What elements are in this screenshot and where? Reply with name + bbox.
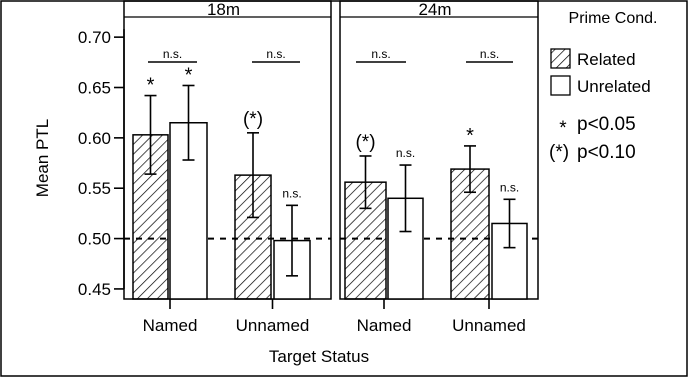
comparison-label-24m-unnamed: n.s.	[480, 47, 499, 61]
annotation-18m-named-related: *	[147, 75, 155, 97]
panel-24m: 24m (*) n.s. Named n.s. * n.s. Unnamed n.s.	[339, 0, 539, 335]
annotation-18m-unnamed-unrelated: n.s.	[282, 186, 301, 200]
panel-title-24m: 24m	[418, 0, 451, 19]
legend-title: Prime Cond.	[569, 10, 658, 27]
comparison-label-18m-named: n.s.	[163, 47, 182, 61]
x-axis-title: Target Status	[269, 347, 369, 366]
legend-note-text-sig: p<0.05	[577, 114, 636, 135]
y-tick-label-4: 0.50	[78, 230, 111, 249]
category-label-18m-unnamed: Unnamed	[236, 316, 310, 335]
panel-frame-24m	[339, 0, 539, 300]
category-label-24m-unnamed: Unnamed	[452, 316, 526, 335]
legend: Prime Cond. Related Unrelated * p<0.05 (…	[549, 10, 657, 163]
category-label-24m-named: Named	[357, 316, 412, 335]
legend-swatch-related	[550, 48, 571, 69]
legend-note-symbol-trend: (*)	[549, 142, 569, 163]
legend-swatch-unrelated	[550, 75, 571, 96]
annotation-24m-unnamed-unrelated: n.s.	[500, 180, 519, 194]
y-axis: 0.70 0.65 0.60 0.55 0.50 0.45	[78, 28, 125, 299]
annotation-24m-named-related: (*)	[355, 132, 375, 153]
y-tick-label-5: 0.45	[78, 280, 111, 299]
y-tick-label-1: 0.65	[78, 79, 111, 98]
legend-label-unrelated: Unrelated	[577, 77, 651, 96]
y-axis-title: Mean PTL	[33, 119, 52, 197]
category-label-18m-named: Named	[143, 316, 198, 335]
panel-title-18m: 18m	[207, 0, 240, 19]
annotation-24m-unnamed-related: *	[466, 125, 474, 147]
comparison-label-24m-named: n.s.	[371, 47, 390, 61]
comparison-label-18m-unnamed: n.s.	[266, 47, 285, 61]
legend-note-symbol-sig: *	[559, 118, 567, 139]
panels: 18m * * Named n.s. (*) n.s. Unnamed n.s. 24m (*) n.…	[123, 0, 539, 335]
annotation-24m-named-unrelated: n.s.	[396, 146, 415, 160]
annotation-18m-unnamed-related: (*)	[243, 109, 263, 130]
panel-frame-18m	[123, 0, 332, 300]
legend-note-text-trend: p<0.10	[577, 142, 636, 163]
y-tick-label-0: 0.70	[78, 28, 111, 47]
legend-label-related: Related	[577, 50, 636, 69]
y-tick-label-3: 0.55	[78, 179, 111, 198]
y-tick-label-2: 0.60	[78, 129, 111, 148]
panel-18m: 18m * * Named n.s. (*) n.s. Unnamed n.s.	[123, 0, 332, 335]
annotation-18m-named-unrelated: *	[185, 64, 193, 86]
